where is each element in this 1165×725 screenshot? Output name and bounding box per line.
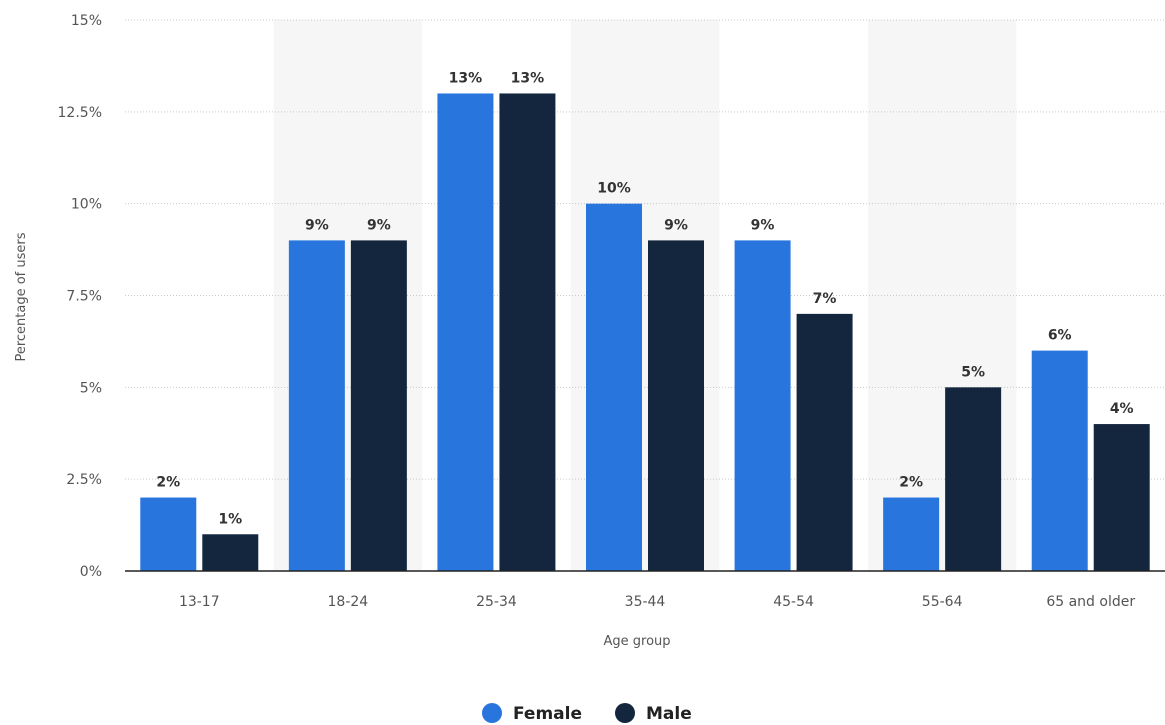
bar-female: [437, 93, 494, 571]
data-labels: 2% 1% 9% 9% 13% 13% 10% 9% 9% 7% 2% 5% 6% 4%: [156, 70, 1133, 527]
x-tick-label: 18-24: [328, 594, 369, 610]
bar-female: [1031, 350, 1088, 571]
grid-lines: [125, 19, 1165, 480]
bar-male: [350, 240, 407, 571]
bar-male: [648, 240, 704, 571]
legend-label-male: Male: [646, 704, 692, 724]
y-tick-label: 2.5%: [66, 472, 102, 488]
bar-female: [140, 497, 197, 571]
bars: [140, 93, 1150, 571]
legend: Female Male: [482, 703, 692, 724]
data-label-male: 4%: [1110, 401, 1134, 417]
data-label-male: 5%: [961, 364, 985, 380]
data-label-male: 13%: [511, 70, 545, 86]
data-label-male: 1%: [218, 511, 242, 527]
x-tick-label: 35-44: [625, 594, 666, 610]
data-label-female: 9%: [305, 217, 329, 233]
x-tick-label: 65 and older: [1046, 594, 1135, 610]
legend-marker-male: [615, 703, 635, 723]
y-axis-ticks: 0% 2.5% 5% 7.5% 10% 12.5% 15%: [58, 13, 102, 580]
bar-male: [499, 93, 556, 571]
data-label-female: 2%: [156, 475, 180, 491]
y-tick-label: 5%: [80, 380, 102, 396]
x-tick-label: 13-17: [179, 594, 220, 610]
x-axis-ticks: 13-17 18-24 25-34 35-44 45-54 55-64 65 and old…: [179, 594, 1135, 610]
y-tick-label: 0%: [80, 564, 102, 580]
data-label-female: 9%: [751, 217, 775, 233]
bar-female: [734, 240, 791, 571]
data-label-female: 2%: [899, 475, 923, 491]
bar-male: [945, 387, 1002, 571]
y-axis-title: Percentage of users: [14, 232, 29, 361]
data-label-female: 10%: [597, 181, 631, 197]
bar-male: [202, 534, 259, 571]
data-label-female: 6%: [1048, 328, 1072, 344]
legend-marker-female: [482, 703, 502, 723]
data-label-female: 13%: [449, 70, 483, 86]
x-tick-label: 25-34: [476, 594, 517, 610]
y-tick-label: 7.5%: [66, 289, 102, 305]
bar-female: [883, 497, 940, 571]
data-label-male: 9%: [664, 217, 688, 233]
x-tick-label: 45-54: [773, 594, 814, 610]
x-tick-label: 55-64: [922, 594, 963, 610]
bar-male: [796, 313, 853, 571]
bar-male: [1093, 424, 1150, 571]
bar-female: [586, 203, 642, 571]
bar-female: [288, 240, 345, 571]
data-label-male: 7%: [813, 291, 837, 307]
y-tick-label: 10%: [71, 197, 102, 213]
legend-label-female: Female: [513, 704, 582, 724]
data-label-male: 9%: [367, 217, 391, 233]
y-tick-label: 15%: [71, 13, 102, 29]
y-tick-label: 12.5%: [58, 105, 102, 121]
x-axis-title: Age group: [603, 634, 670, 649]
